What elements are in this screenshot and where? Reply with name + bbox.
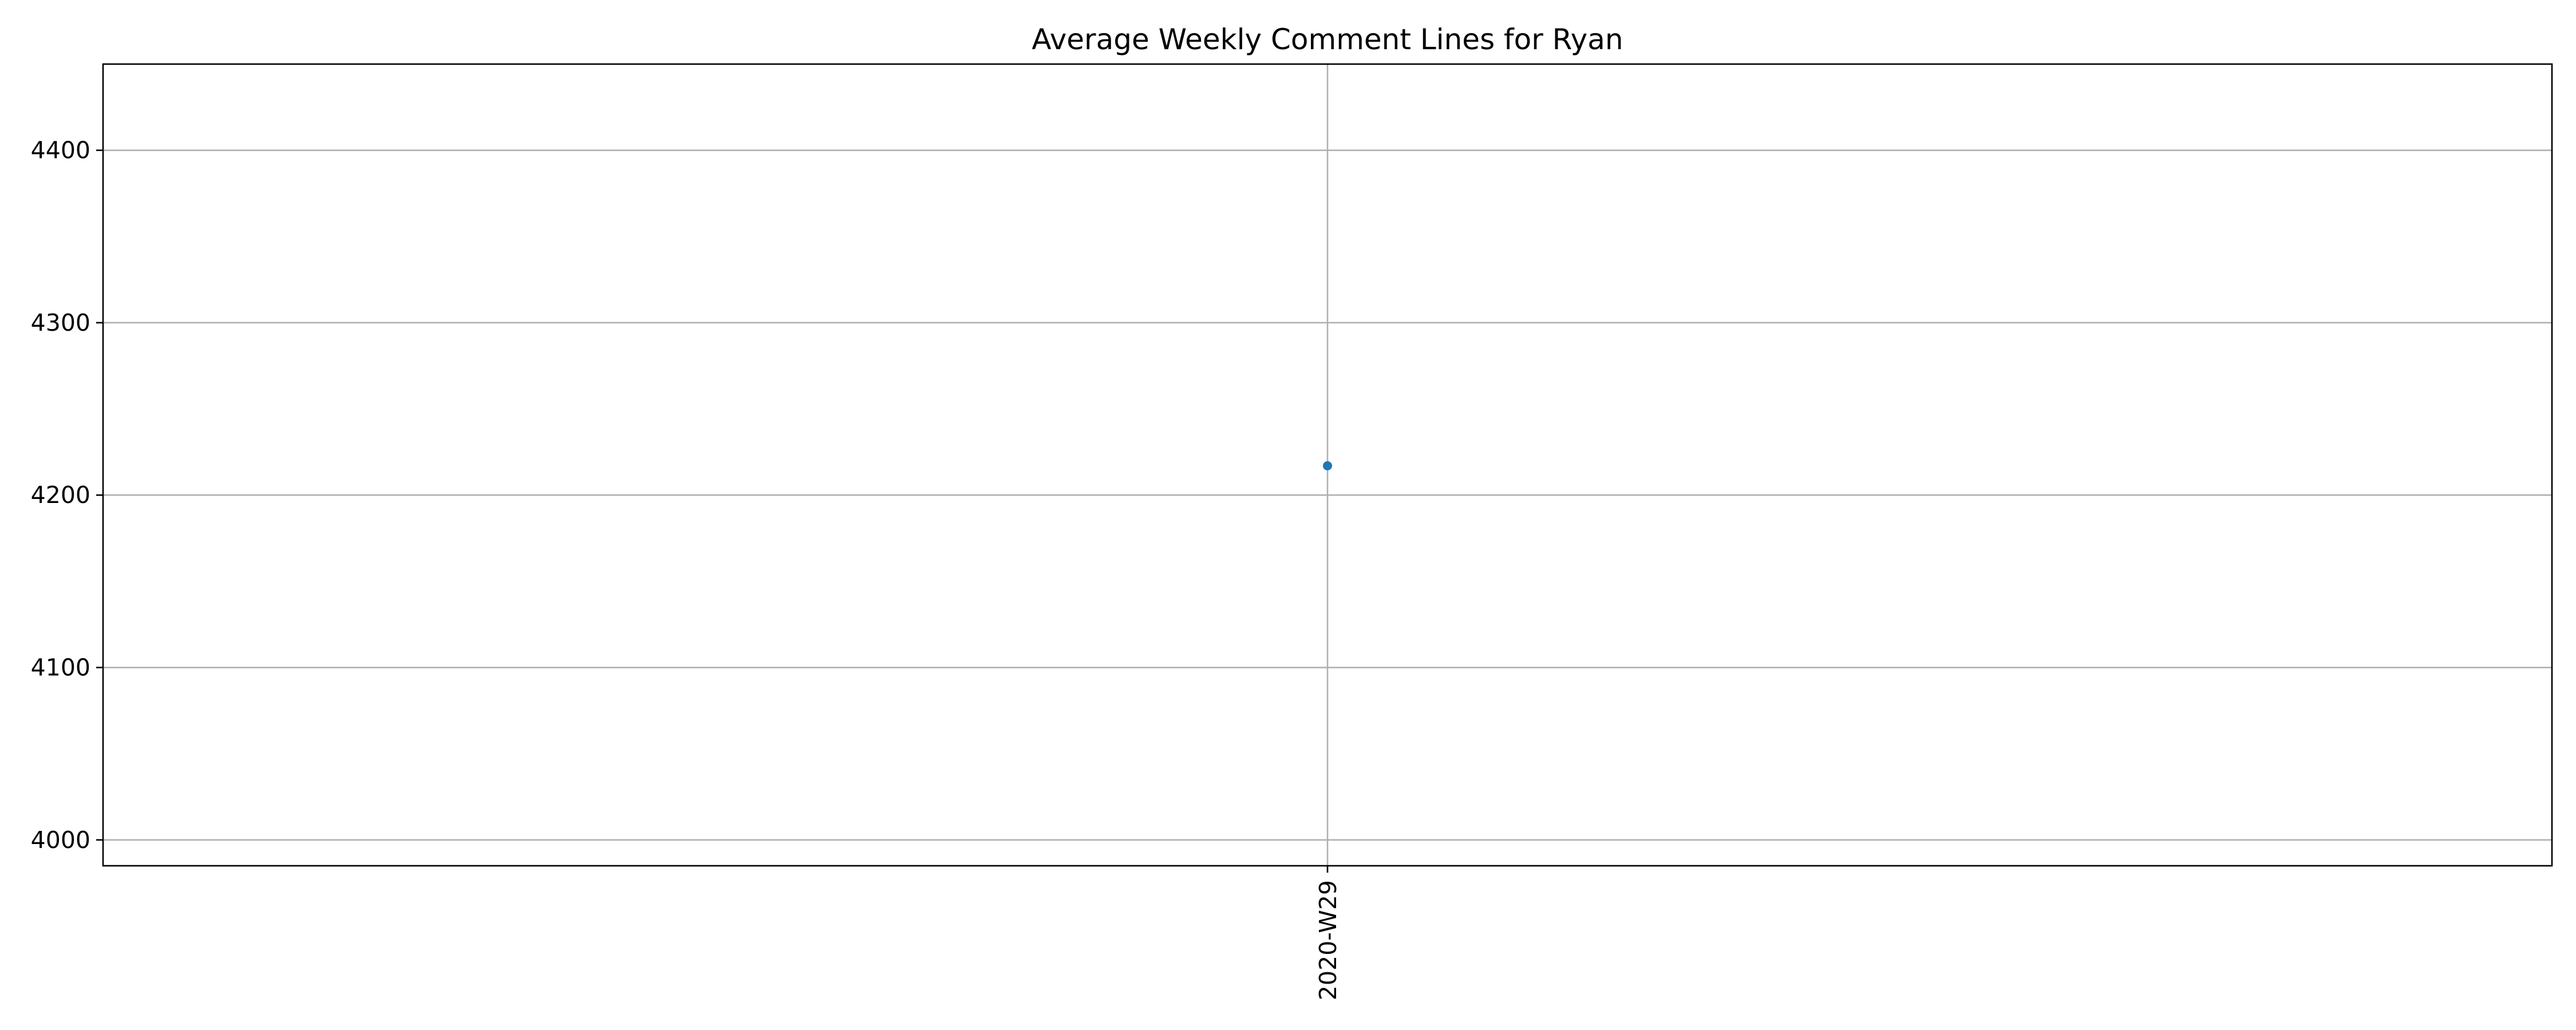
grid-lines bbox=[103, 64, 2552, 866]
data-series bbox=[1323, 461, 1332, 471]
data-point bbox=[1323, 461, 1332, 471]
plot-frame bbox=[102, 63, 2553, 867]
y-tick-label: 4100 bbox=[31, 654, 90, 682]
y-tick-label: 4000 bbox=[31, 826, 90, 854]
chart-title: Average Weekly Comment Lines for Ryan bbox=[1032, 23, 1623, 56]
y-tick-label: 4400 bbox=[31, 137, 90, 164]
y-tick-label: 4200 bbox=[31, 481, 90, 509]
x-axis-ticks: 2020-W29 bbox=[1314, 866, 1342, 1000]
x-tick-label: 2020-W29 bbox=[1314, 880, 1342, 1000]
y-axis-ticks: 4000 4100 4200 4300 4400 bbox=[31, 137, 103, 854]
y-tick-label: 4300 bbox=[31, 309, 90, 336]
